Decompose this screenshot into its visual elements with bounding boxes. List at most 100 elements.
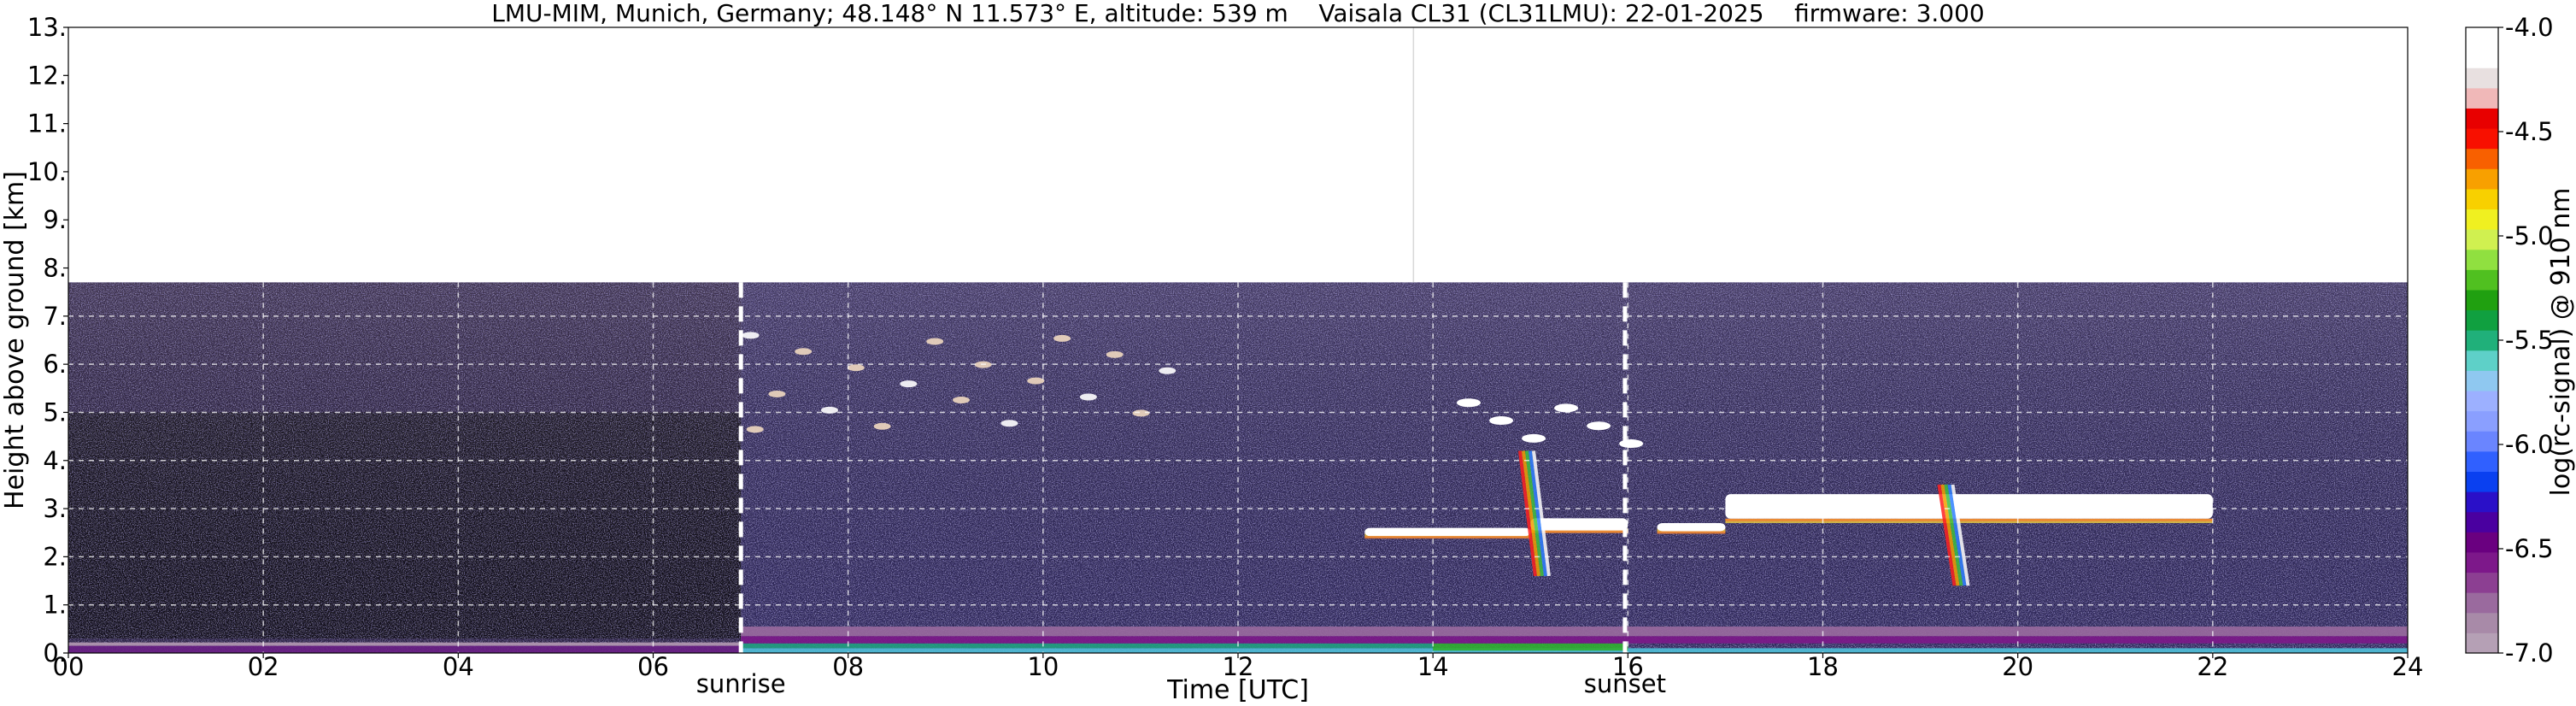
- ice-fragment: [1159, 367, 1177, 374]
- ice-fragment: [768, 390, 786, 397]
- surface-layer-band: [68, 642, 742, 646]
- colorbar-segment: [2466, 391, 2498, 412]
- y-tick-label: 11.: [27, 109, 67, 138]
- colorbar-segment: [2466, 249, 2498, 270]
- y-tick-label: 13.: [27, 13, 67, 42]
- y-tick-label: 10.: [27, 157, 67, 186]
- colorbar-segment: [2466, 209, 2498, 230]
- colorbar-segment: [2466, 47, 2498, 68]
- ice-fragment: [746, 426, 764, 433]
- cloud-base: [1725, 518, 2213, 521]
- fall-streak: [1517, 450, 1537, 577]
- y-tick-label: 5.: [43, 397, 67, 427]
- surface-layer-band: [1433, 643, 1628, 651]
- colorbar: -7.0 -6.5 -6.0 -5.5 -5.0 -4.5 -4.0: [2465, 13, 2554, 668]
- colorbar-tick-label: -5.5: [2505, 326, 2554, 355]
- surface-layer-band: [68, 645, 742, 653]
- event-label-sunset: sunset: [1584, 669, 1666, 698]
- y-axis: 0. 1. 2. 3. 4. 5. 6. 7. 8. 9. 10. 11. 12. 13.: [27, 13, 68, 668]
- colorbar-segment: [2466, 68, 2498, 89]
- colorbar-segment: [2466, 330, 2498, 351]
- y-tick-label: 9.: [43, 205, 67, 234]
- y-tick-label: 7.: [43, 302, 67, 331]
- colorbar-segment: [2466, 269, 2498, 291]
- event-label-sunrise: sunrise: [696, 669, 786, 698]
- cloud-base: [1364, 536, 1531, 539]
- ice-fragment: [820, 406, 838, 414]
- colorbar-segment: [2466, 370, 2498, 391]
- colorbar-tick-label: -7.0: [2505, 638, 2554, 668]
- colorbar-tick-label: -6.5: [2505, 534, 2554, 563]
- cloud-patch: [1456, 398, 1481, 408]
- colorbar-segment: [2466, 450, 2498, 472]
- cloud-patch: [1489, 416, 1514, 426]
- colorbar-segment: [2466, 471, 2498, 492]
- cloud-patch: [1619, 439, 1644, 449]
- colorbar-segment: [2466, 632, 2498, 654]
- ice-fragment: [1000, 420, 1018, 427]
- fall-streak: [1951, 484, 1970, 586]
- ice-fragment: [873, 422, 891, 430]
- colorbar-segment: [2466, 491, 2498, 513]
- colorbar-segment: [2466, 612, 2498, 633]
- x-tick-label: 20: [2002, 652, 2033, 681]
- colorbar-segment: [2466, 188, 2498, 210]
- colorbar-segment: [2466, 431, 2498, 452]
- colorbar-segment: [2466, 128, 2498, 150]
- cloud-layer: [1725, 494, 2213, 519]
- y-tick-label: 8.: [43, 254, 67, 283]
- x-tick-label: 24: [2392, 652, 2424, 681]
- colorbar-segment: [2466, 309, 2498, 331]
- ice-fragment: [1053, 334, 1071, 342]
- y-tick-label: 0.: [43, 638, 67, 668]
- cloud-base: [1657, 531, 1726, 534]
- x-tick-label: 06: [637, 652, 669, 681]
- y-tick-label: 12.: [27, 61, 67, 90]
- colorbar-segment: [2466, 350, 2498, 371]
- grid-lines: [68, 27, 2408, 653]
- colorbar-segment: [2466, 551, 2498, 574]
- colorbar-segment: [2466, 108, 2498, 129]
- x-tick-label: 10: [1027, 652, 1059, 681]
- atmospheric-features: [742, 332, 2213, 586]
- ice-fragment: [1106, 350, 1124, 358]
- y-tick-label: 1.: [43, 591, 67, 620]
- ice-fragment: [1132, 409, 1150, 417]
- fall-streak: [1947, 484, 1967, 586]
- colorbar-segment: [2466, 87, 2498, 109]
- colorbar-tick-label: -4.5: [2505, 117, 2554, 146]
- cloud-patch: [1554, 403, 1579, 413]
- x-tick-label: 14: [1417, 652, 1449, 681]
- cloud-layer: [1657, 522, 1726, 532]
- cloud-layer: [1364, 527, 1531, 537]
- colorbar-segment: [2466, 168, 2498, 190]
- x-tick-label: 22: [2197, 652, 2228, 681]
- plot-area: [67, 26, 2409, 654]
- y-axis-title: Height above ground [km]: [0, 171, 30, 509]
- x-tick-label: 04: [443, 652, 474, 681]
- x-tick-label: 12: [1223, 652, 1254, 681]
- event-markers: [738, 282, 1628, 653]
- cloud-base: [1530, 530, 1628, 533]
- colorbar-segment: [2466, 511, 2498, 532]
- ice-fragment: [926, 338, 944, 345]
- y-tick-label: 2.: [43, 542, 67, 571]
- x-tick-label: 08: [832, 652, 864, 681]
- fall-streak: [1524, 450, 1544, 577]
- cloud-patch: [1587, 421, 1611, 431]
- fall-streak: [1528, 450, 1547, 577]
- colorbar-segment: [2466, 532, 2498, 553]
- x-tick-label: 02: [248, 652, 279, 681]
- fall-streak: [1531, 450, 1551, 577]
- ice-fragment: [900, 380, 918, 388]
- ice-fragment: [953, 397, 971, 404]
- x-tick-label: 18: [1807, 652, 1839, 681]
- colorbar-segment: [2466, 289, 2498, 311]
- ice-fragment: [795, 348, 813, 356]
- colorbar-tick-label: -6.0: [2505, 430, 2554, 459]
- ice-fragment: [1079, 393, 1097, 401]
- colorbar-segment: [2466, 592, 2498, 614]
- y-tick-label: 6.: [43, 350, 67, 379]
- colorbar-title: log(rc-signal) @ 910 nm: [2546, 188, 2576, 497]
